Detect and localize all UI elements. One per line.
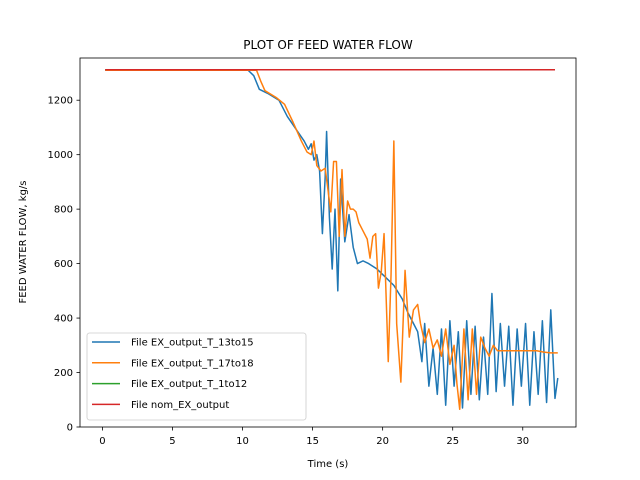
chart-title: PLOT OF FEED WATER FLOW [243,38,413,52]
series-line-1 [105,69,559,409]
x-tick-label: 0 [99,436,105,447]
legend-entry: File EX_output_T_13to15 [131,338,254,349]
x-axis-ticks: 0 5 10 15 20 25 30 [99,427,529,447]
x-tick-label: 30 [516,436,529,447]
x-tick-label: 15 [306,436,319,447]
y-tick-label: 800 [54,205,73,216]
legend-entry: File EX_output_T_1to12 [131,379,247,390]
x-tick-label: 20 [376,436,389,447]
legend-entry: File nom_EX_output [131,400,229,411]
series-line-2 [105,69,558,411]
x-tick-label: 25 [446,436,459,447]
x-tick-label: 5 [169,436,175,447]
x-axis-label: Time (s) [307,459,349,470]
legend-box [86,332,307,421]
legend: File EX_output_T_13to15 File EX_output_T_… [86,332,307,421]
plot-lines [105,68,559,411]
plot-frame [79,57,577,428]
y-tick-label: 1000 [48,150,73,161]
y-tick-label: 0 [67,423,73,434]
x-tick-label: 10 [236,436,249,447]
y-tick-label: 200 [54,368,73,379]
legend-entry: File EX_output_T_17to18 [131,358,254,369]
y-axis-ticks: 0 200 400 600 800 1000 1200 [48,96,80,434]
y-axis-label: FEED WATER FLOW, kg/s [18,180,29,303]
y-tick-label: 400 [54,314,73,325]
y-tick-label: 600 [54,259,73,270]
y-tick-label: 1200 [48,96,73,107]
